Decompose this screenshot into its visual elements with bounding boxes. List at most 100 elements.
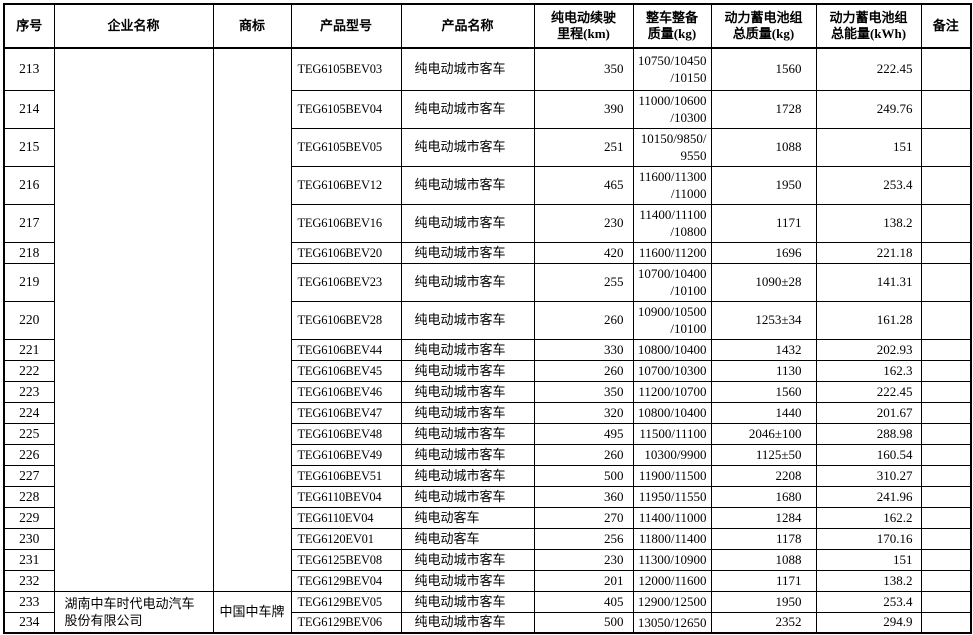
product-name-cell: 纯电动城市客车 [400, 241, 535, 264]
column-header-range: 纯电动续驶 里程(km) [533, 3, 634, 49]
product-name-cell: 纯电动城市客车 [400, 380, 535, 403]
product-model-cell: TEG6129BEV06 [290, 611, 402, 634]
curb-weight-cell: 11300/10900 [632, 548, 712, 571]
battery-mass-cell: 1253±34 [710, 300, 817, 340]
curb-weight-cell: 11400/11000 [632, 506, 712, 529]
product-name-cell: 纯电动城市客车 [400, 127, 535, 167]
table-row: 214 TEG6105BEV04 纯电动城市客车 390 11000/10600 /10… [3, 89, 972, 129]
curb-weight-cell: 12000/11600 [632, 569, 712, 592]
row-index-cell: 219 [3, 262, 55, 302]
range-cell: 350 [533, 47, 634, 91]
column-header-brand: 商标 [212, 3, 292, 49]
row-index-cell: 223 [3, 380, 55, 403]
battery-mass-cell: 2352 [710, 611, 817, 634]
product-name-cell: 纯电动城市客车 [400, 569, 535, 592]
row-index-cell: 225 [3, 422, 55, 445]
range-cell: 500 [533, 464, 634, 487]
product-name-cell: 纯电动城市客车 [400, 338, 535, 361]
battery-energy-cell: 161.28 [815, 300, 922, 340]
product-name-cell: 纯电动客车 [400, 506, 535, 529]
table-row: 225 TEG6106BEV48 纯电动城市客车 495 11500/11100 2046… [3, 422, 972, 445]
battery-energy-cell: 151 [815, 548, 922, 571]
range-cell: 260 [533, 300, 634, 340]
battery-mass-cell: 1125±50 [710, 443, 817, 466]
battery-energy-cell: 201.67 [815, 401, 922, 424]
battery-energy-cell: 310.27 [815, 464, 922, 487]
remark-cell [920, 485, 972, 508]
table-body: 213 TEG6105BEV03 纯电动城市客车 350 10750/10450 /10… [3, 47, 972, 634]
range-cell: 495 [533, 422, 634, 445]
row-index-cell: 216 [3, 165, 55, 205]
curb-weight-cell: 11400/11100 /10800 [632, 203, 712, 243]
remark-cell [920, 590, 972, 613]
remark-cell [920, 611, 972, 634]
remark-cell [920, 506, 972, 529]
curb-weight-cell: 11200/10700 [632, 380, 712, 403]
range-cell: 270 [533, 506, 634, 529]
range-cell: 390 [533, 89, 634, 129]
battery-mass-cell: 1178 [710, 527, 817, 550]
remark-cell [920, 422, 972, 445]
product-name-cell: 纯电动城市客车 [400, 262, 535, 302]
row-index-cell: 226 [3, 443, 55, 466]
row-index-cell: 228 [3, 485, 55, 508]
table-row: 226 TEG6106BEV49 纯电动城市客车 260 10300/9900 1125±… [3, 443, 972, 466]
table-row: 228 TEG6110BEV04 纯电动城市客车 360 11950/11550 1680… [3, 485, 972, 508]
range-cell: 230 [533, 203, 634, 243]
curb-weight-cell: 11500/11100 [632, 422, 712, 445]
table-header: 序号 企业名称 商标 产品型号 产品名称 纯电动续驶 里程(km) 整车整备 质量(kg) 动… [3, 3, 972, 49]
row-index-cell: 218 [3, 241, 55, 264]
battery-mass-cell: 1950 [710, 165, 817, 205]
row-index-cell: 222 [3, 359, 55, 382]
table-row: 219 TEG6106BEV23 纯电动城市客车 255 10700/10400 /10… [3, 262, 972, 302]
product-model-cell: TEG6110BEV04 [290, 485, 402, 508]
product-name-cell: 纯电动城市客车 [400, 611, 535, 634]
battery-mass-cell: 1728 [710, 89, 817, 129]
product-model-cell: TEG6105BEV04 [290, 89, 402, 129]
range-cell: 330 [533, 338, 634, 361]
remark-cell [920, 241, 972, 264]
product-name-cell: 纯电动城市客车 [400, 359, 535, 382]
brand-cell: 中国中车牌 [212, 590, 292, 634]
table-row: 234 TEG6129BEV06 纯电动城市客车 500 13050/12650 2352… [3, 611, 972, 634]
curb-weight-cell: 11600/11200 [632, 241, 712, 264]
company-name-cell [53, 47, 214, 592]
product-name-cell: 纯电动客车 [400, 527, 535, 550]
brand-cell [212, 47, 292, 592]
curb-weight-cell: 10700/10400 /10100 [632, 262, 712, 302]
remark-cell [920, 380, 972, 403]
remark-cell [920, 300, 972, 340]
battery-energy-cell: 222.45 [815, 47, 922, 91]
product-name-cell: 纯电动城市客车 [400, 422, 535, 445]
curb-weight-cell: 12900/12500 [632, 590, 712, 613]
range-cell: 405 [533, 590, 634, 613]
battery-mass-cell: 1088 [710, 127, 817, 167]
column-header-name: 产品名称 [400, 3, 535, 49]
column-header-battery_mass: 动力蓄电池组 总质量(kg) [710, 3, 817, 49]
column-header-curb: 整车整备 质量(kg) [632, 3, 712, 49]
curb-weight-cell: 10700/10300 [632, 359, 712, 382]
table-row: 217 TEG6106BEV16 纯电动城市客车 230 11400/11100 /10… [3, 203, 972, 243]
curb-weight-cell: 11800/11400 [632, 527, 712, 550]
battery-mass-cell: 1432 [710, 338, 817, 361]
battery-energy-cell: 151 [815, 127, 922, 167]
battery-energy-cell: 162.2 [815, 506, 922, 529]
row-index-cell: 231 [3, 548, 55, 571]
product-model-cell: TEG6105BEV03 [290, 47, 402, 91]
battery-energy-cell: 241.96 [815, 485, 922, 508]
product-name-cell: 纯电动城市客车 [400, 47, 535, 91]
table-row: 213 TEG6105BEV03 纯电动城市客车 350 10750/10450 /10… [3, 47, 972, 592]
product-model-cell: TEG6106BEV48 [290, 422, 402, 445]
row-index-cell: 220 [3, 300, 55, 340]
product-model-cell: TEG6106BEV12 [290, 165, 402, 205]
remark-cell [920, 47, 972, 91]
product-name-cell: 纯电动城市客车 [400, 548, 535, 571]
range-cell: 260 [533, 359, 634, 382]
table-row: 229 TEG6110EV04 纯电动客车 270 11400/11000 1284 162… [3, 506, 972, 529]
remark-cell [920, 401, 972, 424]
battery-energy-cell: 253.4 [815, 165, 922, 205]
battery-mass-cell: 1560 [710, 47, 817, 91]
column-header-model: 产品型号 [290, 3, 402, 49]
remark-cell [920, 443, 972, 466]
